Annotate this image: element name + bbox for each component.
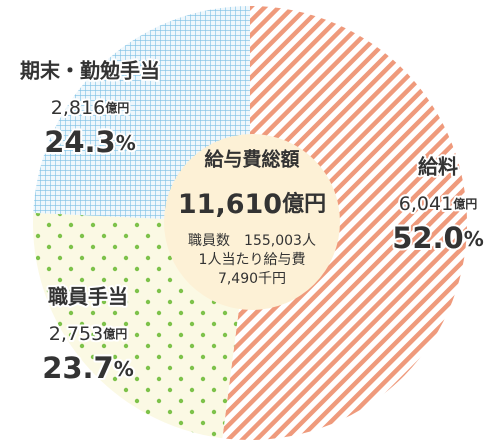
percent-number: 23.7	[42, 351, 114, 385]
center-line: 7,490千円	[218, 271, 286, 287]
percent-label: 24.3%	[44, 125, 136, 159]
slice-label: 給料	[418, 155, 458, 179]
percent-label: 23.7%	[42, 351, 134, 385]
value-number: 6,041	[399, 193, 453, 215]
center-line: 職員数 155,003人	[188, 233, 316, 249]
value-unit: 億円	[453, 196, 477, 211]
total-number: 11,610	[178, 189, 282, 220]
percent-unit: %	[464, 227, 484, 251]
slice-label: 職員手当	[48, 285, 128, 309]
percent-number: 52.0	[392, 221, 464, 255]
center-circle	[164, 134, 340, 310]
pie-slice	[222, 6, 467, 440]
value-unit: 億円	[103, 326, 127, 341]
center-title: 給与費総額	[204, 148, 299, 171]
value-label: 2,816億円	[51, 97, 129, 119]
value-unit: 億円	[105, 100, 129, 115]
percent-unit: %	[114, 357, 134, 381]
total-unit: 億円	[282, 191, 326, 217]
percent-number: 24.3	[44, 125, 116, 159]
percent-unit: %	[116, 131, 136, 155]
percent-label: 52.0%	[392, 221, 484, 255]
value-label: 6,041億円	[399, 193, 477, 215]
center-line: 1人当たり給与費	[199, 252, 306, 268]
value-number: 2,753	[49, 323, 103, 345]
slice-label: 期末・勤勉手当	[20, 59, 160, 83]
value-number: 2,816	[51, 97, 105, 119]
total-label: 11,610億円	[178, 189, 326, 220]
value-label: 2,753億円	[49, 323, 127, 345]
